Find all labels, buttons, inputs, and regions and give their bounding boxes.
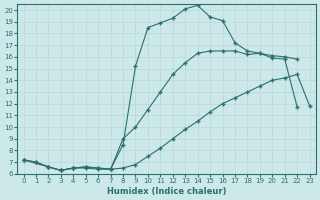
X-axis label: Humidex (Indice chaleur): Humidex (Indice chaleur) xyxy=(107,187,226,196)
